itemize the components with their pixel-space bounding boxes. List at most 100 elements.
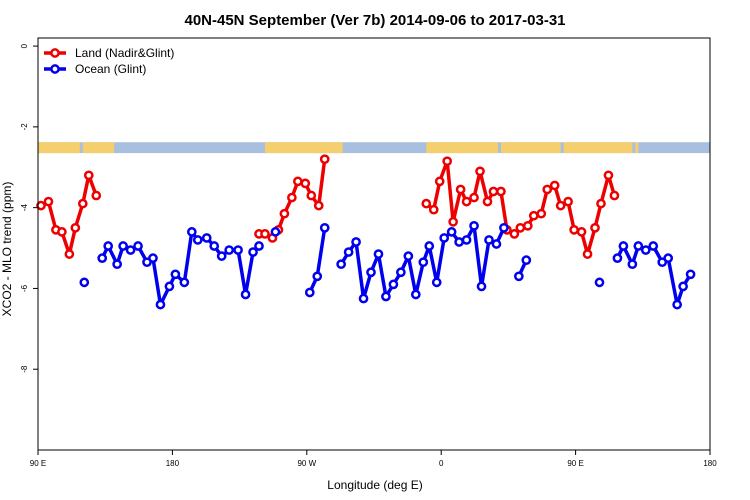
series-1-point-4-17 xyxy=(461,235,472,245)
series-0-point-0-3 xyxy=(57,227,67,237)
series-0-point-1-1 xyxy=(260,229,270,239)
chart-title: 40N-45N September (Ver 7b) 2014-09-06 to… xyxy=(184,12,565,29)
series-1-point-4-6 xyxy=(381,291,391,302)
series-0-point-1-4 xyxy=(279,208,290,219)
series-0-point-2-20 xyxy=(555,200,566,211)
series-1-point-1-21 xyxy=(254,241,264,251)
series-0-point-0-1 xyxy=(43,196,54,207)
series-0-line-0 xyxy=(40,173,98,256)
series-0-point-2-0 xyxy=(421,198,432,209)
series-1-point-3-2 xyxy=(319,222,330,233)
series-1-point-6-0 xyxy=(594,277,605,288)
series-0-point-2-25 xyxy=(590,222,600,233)
legend-marker-0 xyxy=(50,48,60,58)
series-1-point-4-12 xyxy=(424,241,435,251)
legend-label-0: Land (Nadir&Glint) xyxy=(75,46,174,60)
series-1-point-4-19 xyxy=(476,281,487,292)
series-1-point-4-22 xyxy=(499,222,509,233)
series-1-point-1-5 xyxy=(133,241,143,251)
series-1-point-7-7 xyxy=(663,253,674,263)
x-tick-label-0: 90 E xyxy=(30,459,46,468)
series-0-point-2-10 xyxy=(488,186,499,197)
series-0-point-2-26 xyxy=(596,198,606,209)
series-1-point-4-15 xyxy=(446,227,457,237)
x-tick-label-1: 180 xyxy=(166,459,180,468)
series-0-point-2-14 xyxy=(515,222,526,233)
x-tick-label-5: 180 xyxy=(703,459,717,468)
series-1 xyxy=(79,220,696,310)
series-1-point-1-10 xyxy=(170,269,181,280)
y-tick-label-1: -2 xyxy=(20,123,29,131)
series-0-point-0-5 xyxy=(70,222,81,233)
series-1-point-7-4 xyxy=(640,245,651,255)
land-band-6 xyxy=(635,142,639,154)
series-0-point-2-17 xyxy=(536,208,547,219)
series-1-point-7-8 xyxy=(672,299,682,310)
series-1-point-1-9 xyxy=(164,281,175,292)
series-1-point-4-10 xyxy=(410,289,421,300)
series-0-point-2-19 xyxy=(549,180,560,191)
series-0-point-2-21 xyxy=(563,196,573,207)
series-1-point-3-1 xyxy=(312,271,323,282)
series-1-point-4-0 xyxy=(336,259,346,270)
series-1-point-4-16 xyxy=(454,237,464,247)
series-1-point-4-4 xyxy=(366,267,376,278)
series-1-point-7-0 xyxy=(612,253,623,263)
series-0-point-1-5 xyxy=(287,192,297,203)
series-1-point-1-7 xyxy=(148,253,158,263)
series-0-point-2-5 xyxy=(455,184,466,195)
series-0-point-1-9 xyxy=(313,200,324,211)
series-0-line-2 xyxy=(425,159,617,256)
series-1-point-1-4 xyxy=(125,245,136,255)
y-axis-label: XCO2 - MLO trend (ppm) xyxy=(0,182,14,317)
land-mask-band xyxy=(38,142,710,154)
series-1-point-0-0 xyxy=(79,277,90,288)
series-0-point-2-1 xyxy=(428,204,439,215)
series-1-point-1-13 xyxy=(192,235,203,245)
series-0-point-2-9 xyxy=(482,196,493,207)
legend-label-1: Ocean (Glint) xyxy=(75,62,146,76)
plot-frame xyxy=(37,37,711,451)
series-1-point-7-3 xyxy=(633,241,644,251)
series-0-point-0-7 xyxy=(83,170,94,181)
legend-marker-1 xyxy=(50,64,60,74)
series-0-point-2-3 xyxy=(442,156,453,167)
x-tick-label-3: 0 xyxy=(439,459,444,468)
series-0-point-1-10 xyxy=(319,154,330,165)
series-1-point-4-21 xyxy=(491,239,502,249)
series-1-point-4-11 xyxy=(418,257,429,268)
series-1-point-4-5 xyxy=(373,249,384,259)
series-1-point-4-14 xyxy=(439,233,450,243)
series-0-point-2-16 xyxy=(528,210,539,221)
series-1-point-1-18 xyxy=(233,245,243,255)
y-tick-label-0: 0 xyxy=(20,43,29,48)
series-0-point-0-8 xyxy=(91,190,102,201)
series-1-point-1-20 xyxy=(248,247,258,257)
series-0-point-2-24 xyxy=(582,249,593,259)
series-1-point-1-1 xyxy=(103,241,114,251)
series-0-point-1-6 xyxy=(292,176,303,187)
land-band-0 xyxy=(38,142,80,154)
x-axis-label: Longitude (deg E) xyxy=(327,478,422,492)
series-0 xyxy=(36,154,620,259)
series-1-point-4-20 xyxy=(484,235,494,245)
series-1-line-7 xyxy=(615,244,693,307)
series-0-point-2-15 xyxy=(522,220,533,231)
land-band-4 xyxy=(500,142,561,154)
series-1-line-3 xyxy=(308,227,327,294)
series-1-point-1-15 xyxy=(209,241,220,251)
y-tick-label-3: -6 xyxy=(20,284,29,292)
series-0-point-2-18 xyxy=(542,184,553,195)
axes: 90 E 180 90 W 0 90 E 180 0 -2 -4 -6 -8 xyxy=(20,43,717,468)
land-band-1 xyxy=(82,142,115,154)
x-tick-label-2: 90 W xyxy=(297,459,316,468)
series-layer xyxy=(36,154,696,310)
series-1-point-4-1 xyxy=(343,247,354,257)
series-1-point-1-3 xyxy=(118,241,128,251)
series-1-point-2-0 xyxy=(270,227,281,237)
series-0-point-0-4 xyxy=(64,249,75,259)
land-band-2 xyxy=(264,142,343,154)
series-1-point-1-17 xyxy=(224,245,234,255)
legend: Land (Nadir&Glint) Ocean (Glint) xyxy=(44,46,174,76)
